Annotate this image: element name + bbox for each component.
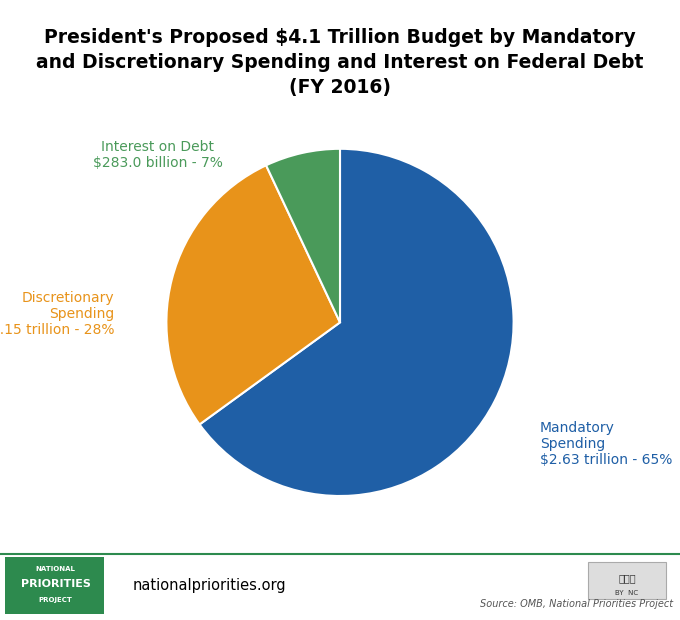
Wedge shape — [167, 166, 340, 425]
Text: Discretionary
Spending
$1.15 trillion - 28%: Discretionary Spending $1.15 trillion - … — [0, 291, 114, 337]
Text: President's Proposed $4.1 Trillion Budget by Mandatory: President's Proposed $4.1 Trillion Budge… — [44, 28, 636, 47]
Text: BY  NC: BY NC — [615, 590, 639, 596]
Text: (FY 2016): (FY 2016) — [289, 78, 391, 97]
Wedge shape — [266, 149, 340, 322]
Text: Interest on Debt
$283.0 billion - 7%: Interest on Debt $283.0 billion - 7% — [92, 140, 222, 170]
Text: Source: OMB, National Priorities Project: Source: OMB, National Priorities Project — [480, 600, 673, 609]
Text: NATIONAL: NATIONAL — [36, 565, 75, 572]
Text: nationalpriorities.org: nationalpriorities.org — [133, 578, 286, 593]
Text: ⒸⒾⓃ: ⒸⒾⓃ — [618, 574, 636, 583]
Wedge shape — [199, 149, 513, 496]
FancyBboxPatch shape — [5, 557, 104, 614]
Text: PRIORITIES: PRIORITIES — [21, 579, 90, 590]
Text: PROJECT: PROJECT — [39, 597, 73, 603]
Text: and Discretionary Spending and Interest on Federal Debt: and Discretionary Spending and Interest … — [36, 53, 644, 72]
Text: Mandatory
Spending
$2.63 trillion - 65%: Mandatory Spending $2.63 trillion - 65% — [540, 421, 672, 467]
FancyBboxPatch shape — [588, 562, 666, 599]
